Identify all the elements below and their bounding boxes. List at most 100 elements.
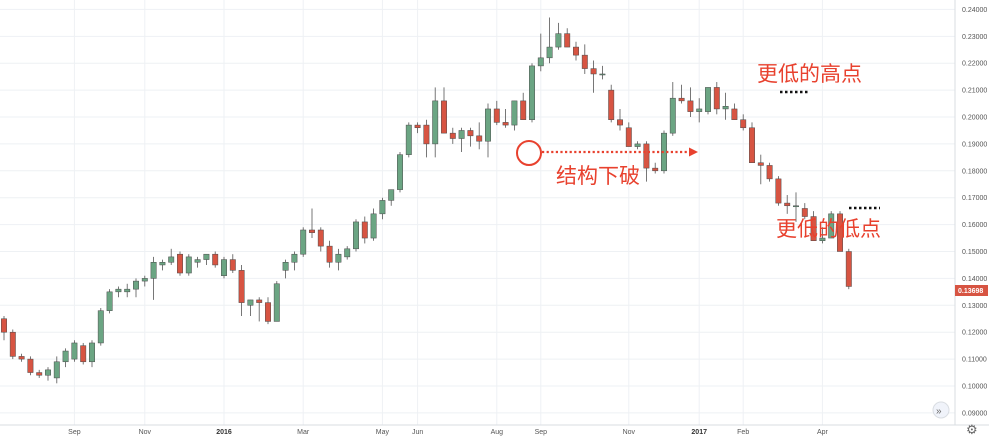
double-chevron-right-icon[interactable]: »	[936, 406, 942, 417]
break-point-circle	[516, 140, 542, 166]
candle-body	[80, 345, 87, 363]
candle	[731, 103, 738, 120]
candle-body	[590, 68, 597, 75]
annotation-lower-low: 更低的低点	[776, 217, 881, 241]
candle	[124, 283, 131, 298]
candle-body	[564, 33, 571, 48]
candle	[414, 122, 421, 134]
candle-body	[229, 259, 236, 271]
candle	[423, 119, 430, 158]
candle-body	[722, 106, 729, 110]
candle-body	[467, 130, 474, 137]
candle	[273, 281, 280, 322]
candle	[388, 189, 395, 206]
candle-body	[669, 97, 676, 134]
candle	[696, 98, 703, 123]
price-tick-label: 0.13000	[962, 303, 987, 310]
candle	[80, 342, 87, 365]
candle-body	[273, 283, 280, 322]
candle-body	[634, 143, 641, 147]
candle-body	[608, 89, 615, 120]
scroll-button-bg[interactable]	[932, 401, 950, 419]
candle-body	[353, 221, 359, 250]
candle-body	[529, 65, 535, 120]
candle	[573, 41, 579, 61]
candle	[520, 92, 527, 120]
candle	[546, 17, 553, 64]
settings-button[interactable]: ⚙	[966, 422, 978, 437]
candle	[9, 329, 16, 360]
candle-body	[317, 229, 324, 247]
candle	[801, 203, 808, 220]
candle	[265, 297, 271, 325]
gear-icon[interactable]: ⚙	[966, 422, 978, 437]
candle	[485, 103, 491, 158]
candle	[353, 219, 359, 252]
candle	[405, 122, 412, 158]
candle	[617, 108, 623, 131]
candle-body	[89, 342, 95, 363]
candle-body	[62, 350, 69, 363]
candle-body	[185, 256, 192, 274]
candle-body	[124, 288, 131, 293]
candle	[432, 87, 439, 158]
candle	[256, 297, 263, 322]
candle-body	[581, 54, 588, 69]
candle	[1, 316, 7, 341]
scroll-to-latest-button[interactable]: »	[932, 401, 950, 419]
candle	[678, 84, 685, 104]
candle	[449, 127, 456, 144]
candle	[247, 299, 254, 317]
candle-body	[775, 178, 782, 204]
break-arrow-head	[689, 147, 698, 157]
candle-body	[1, 318, 7, 333]
candle	[740, 114, 747, 131]
time-tick-label: Sep	[535, 429, 548, 436]
candle	[810, 211, 817, 241]
candle-body	[335, 253, 342, 263]
candle-body	[405, 124, 412, 155]
time-tick-label: Nov	[623, 429, 636, 436]
candle	[837, 211, 843, 252]
candle	[159, 259, 166, 271]
candle	[106, 289, 113, 314]
candle-body	[203, 253, 210, 260]
candle-body	[784, 202, 791, 207]
candle-body	[441, 100, 447, 134]
candle-body	[652, 167, 659, 172]
candle	[757, 154, 764, 185]
time-tick-label: Apr	[817, 429, 829, 436]
candle	[705, 87, 711, 115]
candle	[168, 248, 175, 265]
candle-body	[599, 73, 606, 76]
candle	[537, 33, 544, 72]
time-axis-labels: Sep Nov 2016 Mar May Jun Aug Sep Nov 2017 Feb Apr	[68, 429, 828, 436]
time-tick-label: Jun	[412, 429, 423, 436]
candle-body	[282, 262, 289, 271]
candle	[141, 275, 148, 287]
candle-body	[617, 119, 623, 126]
candle	[643, 141, 650, 182]
candle-body	[414, 124, 421, 129]
candle-body	[502, 122, 509, 126]
candle-body	[141, 278, 148, 282]
candle	[713, 82, 720, 115]
candle-body	[309, 229, 315, 233]
candle	[62, 348, 69, 368]
candle	[529, 63, 535, 123]
candle-body	[53, 361, 60, 379]
time-tick-label: May	[376, 429, 390, 436]
price-tick-label: 0.22000	[962, 61, 987, 68]
candle-body	[766, 165, 773, 180]
time-tick-label: Feb	[737, 429, 749, 436]
candle-body	[705, 87, 711, 112]
last-price-marker: 0.13698	[955, 285, 988, 296]
annotations: 更低的高点 结构下破 更低的低点	[516, 62, 881, 241]
candle-body	[810, 216, 817, 241]
candle	[793, 192, 799, 222]
last-price-label-bg	[955, 285, 988, 296]
candle-body	[678, 97, 685, 102]
candle	[53, 356, 60, 384]
candle-body	[326, 245, 333, 263]
candle	[115, 286, 122, 298]
